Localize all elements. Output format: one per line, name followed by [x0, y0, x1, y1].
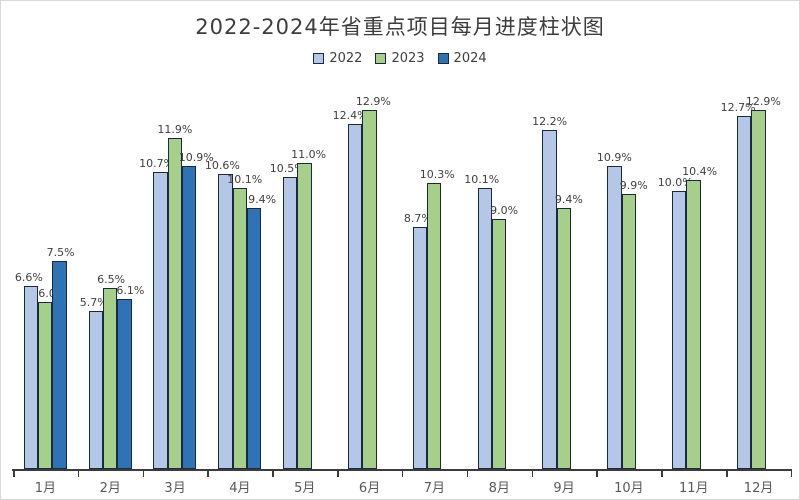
x-axis-tick [272, 469, 274, 477]
bar-value-label-2023-5月: 11.0% [291, 148, 327, 162]
legend-swatch-2023 [375, 52, 387, 64]
bar-2023-3月 [167, 138, 183, 469]
bar-2023-4月 [232, 188, 247, 469]
bar-value-label-2022-12月: 12.7% [720, 100, 756, 114]
legend-swatch-2024 [437, 52, 449, 64]
bar-2022-8月 [477, 188, 492, 469]
bar-value-label-2022-3月: 10.7% [139, 156, 175, 170]
bar-value-label-2024-3月: 10.9% [178, 150, 214, 164]
bar-2024-4月 [246, 207, 262, 469]
x-axis-tick [531, 469, 534, 477]
bar-value-label-2022-8月: 10.1% [464, 173, 500, 187]
bar-value-label-2023-2月: 6.5% [97, 273, 126, 287]
bar-value-label-2023-12月: 12.9% [745, 95, 781, 109]
bar-2022-2月 [88, 310, 103, 469]
bar-2023-8月 [491, 218, 507, 469]
bar-value-label-2023-6月: 12.9% [355, 95, 391, 109]
bar-2023-10月 [621, 193, 636, 469]
bar-value-label-2023-11月: 10.4% [682, 164, 718, 178]
bar-2023-5月 [297, 163, 312, 469]
bar-2023-2月 [102, 288, 118, 469]
chart-legend: 2022 2023 2024 [1, 49, 799, 67]
legend-item-2023: 2023 [375, 50, 425, 66]
legend-label-2023: 2023 [391, 50, 425, 66]
x-axis-label-11月: 11月 [678, 481, 709, 496]
bar-value-label-2024-1月: 7.5% [46, 245, 75, 259]
bar-2024-2月 [117, 299, 132, 469]
legend-item-2024: 2024 [437, 50, 487, 66]
x-axis-label-10月: 10月 [614, 481, 644, 496]
x-axis-tick [401, 469, 404, 477]
x-axis-tick [337, 469, 339, 477]
legend-swatch-2022 [313, 52, 325, 64]
bar-value-label-2023-3月: 11.9% [157, 123, 193, 137]
bar-value-label-2024-2月: 6.1% [116, 284, 145, 298]
bar-value-label-2023-4月: 10.1% [227, 173, 263, 187]
x-axis-label-2月: 2月 [99, 481, 121, 496]
x-axis-label-1月: 1月 [34, 481, 57, 496]
legend-label-2022: 2022 [329, 50, 363, 66]
bar-value-label-2022-10月: 10.9% [596, 150, 632, 164]
bar-2022-3月 [153, 171, 168, 469]
bar-value-label-2022-7月: 8.7% [403, 212, 432, 226]
bar-value-label-2022-1月: 6.6% [14, 270, 43, 284]
bar-value-label-2024-4月: 9.4% [248, 192, 277, 206]
bar-2023-12月 [751, 110, 766, 469]
bar-2023-7月 [427, 182, 442, 469]
bar-2022-11月 [672, 191, 687, 469]
x-axis-tick [142, 469, 145, 477]
bar-2022-12月 [736, 115, 752, 469]
bar-value-label-2022-6月: 12.4% [332, 109, 368, 123]
bar-value-label-2022-4月: 10.6% [204, 159, 240, 173]
bar-2023-11月 [686, 179, 701, 469]
bar-value-label-2022-5月: 10.5% [269, 162, 305, 176]
x-axis-label-6月: 6月 [358, 481, 381, 496]
bar-2024-1月 [52, 260, 67, 469]
x-axis-tick [207, 469, 209, 477]
bar-2023-6月 [362, 110, 377, 469]
bar-value-label-2022-2月: 5.7% [79, 295, 108, 309]
legend-item-2022: 2022 [313, 51, 362, 66]
bar-2023-1月 [38, 302, 53, 469]
x-axis-label-9月: 9月 [553, 481, 575, 496]
bar-2024-3月 [182, 165, 197, 469]
bar-2022-5月 [283, 177, 298, 469]
bar-value-label-2023-7月: 10.3% [419, 167, 455, 181]
bar-2022-9月 [542, 129, 557, 469]
x-axis-tick [466, 469, 469, 477]
x-axis-tick [596, 469, 598, 477]
x-axis-tick [661, 469, 663, 477]
legend-label-2024: 2024 [453, 50, 487, 66]
x-axis-label-5月: 5月 [294, 481, 316, 496]
bar-2022-10月 [607, 165, 622, 469]
x-axis-label-7月: 7月 [423, 481, 446, 496]
bar-2022-1月 [23, 285, 39, 469]
bar-value-label-2022-11月: 10.0% [657, 176, 693, 189]
bar-value-label-2023-10月: 9.9% [619, 178, 648, 192]
x-axis-tick [77, 469, 80, 477]
x-axis-label-3月: 3月 [164, 481, 186, 496]
bar-2023-9月 [556, 207, 572, 469]
bar-value-label-2023-8月: 9.0% [490, 203, 519, 217]
x-axis-tick [726, 469, 728, 477]
x-axis-label-12月: 12月 [743, 481, 774, 496]
x-axis-tick [790, 469, 793, 477]
bar-value-label-2023-9月: 9.4% [554, 192, 583, 206]
bar-2022-7月 [412, 227, 428, 469]
bar-2022-4月 [218, 174, 233, 469]
x-axis-label-8月: 8月 [488, 481, 510, 496]
x-axis-tick [13, 469, 15, 477]
x-axis-label-4月: 4月 [229, 481, 251, 496]
bar-value-label-2022-9月: 12.2% [532, 114, 568, 128]
bar-2022-6月 [347, 124, 363, 469]
chart-title: 2022-2024年省重点项目每月进度柱状图 [195, 15, 605, 39]
